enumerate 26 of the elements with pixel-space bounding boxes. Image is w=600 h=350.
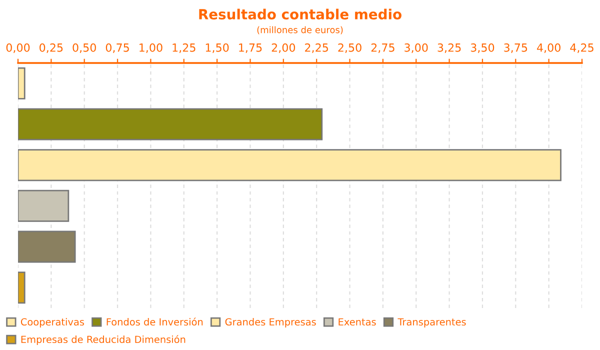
legend-label: Exentas — [338, 318, 376, 326]
x-tick-label: 3,50 — [470, 43, 494, 53]
x-tick-label: 0,50 — [72, 43, 96, 53]
x-tick-label: 2,25 — [305, 43, 328, 53]
x-tick-label: 1,75 — [239, 44, 262, 53]
x-tick-label: 2,00 — [272, 43, 296, 53]
chart-subtitle: (millones de euros) — [257, 26, 343, 34]
legend-label: Fondos de Inversión — [106, 318, 203, 326]
x-tick-label: 2,75 — [371, 43, 394, 53]
x-tick-label: 1,00 — [140, 43, 162, 53]
x-tick-label: 4,25 — [570, 43, 594, 53]
x-tick-label: 1,50 — [206, 43, 229, 53]
x-tick-label: 0,00 — [6, 43, 30, 53]
legend-label: Empresas de Reducida Dimensión — [21, 335, 186, 345]
chart-title: Resultado contable medio — [199, 8, 402, 20]
legend-label: Transparentes — [398, 318, 466, 328]
x-tick-label: 0,25 — [40, 43, 63, 53]
x-tick-label: 3,75 — [504, 43, 528, 53]
x-tick-label: 1,25 — [172, 43, 196, 53]
legend-label: Cooperativas — [20, 318, 84, 328]
x-tick-label: 4,00 — [536, 43, 560, 53]
x-tick-label: 0,75 — [106, 43, 129, 53]
legend-label: Grandes Empresas — [225, 318, 316, 328]
x-tick-label: 3,00 — [404, 43, 428, 53]
x-tick-label: 2,50 — [338, 43, 362, 53]
x-tick-label: 3,25 — [438, 43, 461, 53]
